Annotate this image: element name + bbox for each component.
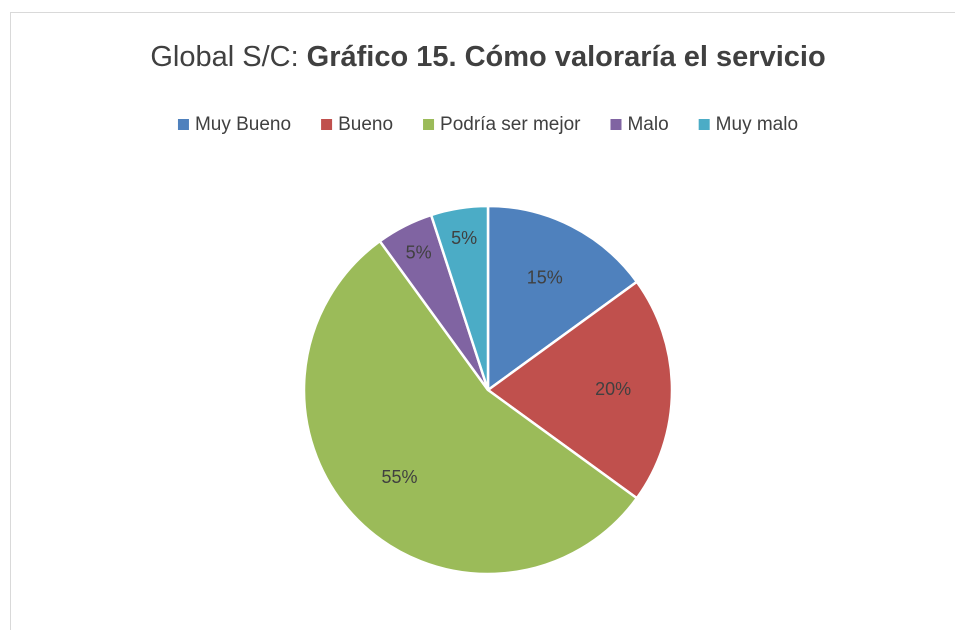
title-prefix: Global S/C: bbox=[150, 41, 298, 73]
legend-swatch bbox=[423, 119, 435, 130]
legend-label: Muy Bueno bbox=[195, 114, 291, 135]
pie-slice bbox=[302, 239, 639, 576]
data-label: 20% bbox=[595, 379, 631, 399]
legend-label: Malo bbox=[627, 114, 668, 135]
legend-swatch bbox=[610, 119, 622, 130]
legend-swatch bbox=[321, 119, 333, 130]
legend-swatch bbox=[177, 119, 189, 130]
pie-slice bbox=[429, 204, 490, 391]
data-label: 15% bbox=[527, 267, 563, 287]
legend-label: Muy malo bbox=[716, 114, 798, 135]
data-label: 55% bbox=[382, 467, 418, 487]
legend-label: Podría ser mejor bbox=[440, 114, 581, 135]
data-label: 5% bbox=[451, 228, 477, 248]
legend-swatch bbox=[698, 119, 710, 130]
title-main: Gráfico 15. Cómo valoraría el servicio bbox=[307, 41, 826, 73]
data-label: 5% bbox=[406, 243, 432, 263]
pie-slice bbox=[486, 204, 639, 393]
chart-title: Global S/C: Gráfico 15. Cómo valoraría el… bbox=[150, 41, 825, 73]
pie-slice bbox=[485, 280, 674, 500]
legend-label: Bueno bbox=[338, 114, 393, 135]
